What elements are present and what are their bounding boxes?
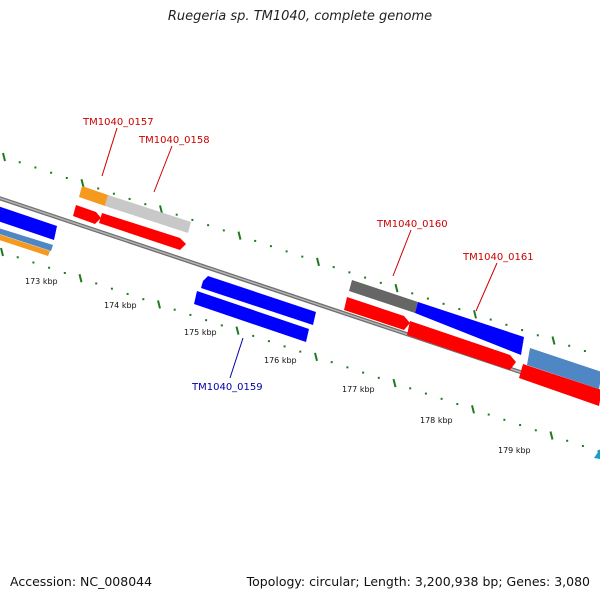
gene-feature-blue-tm1040-0161[interactable]	[415, 302, 524, 355]
gene-label-leaders	[101, 127, 498, 379]
gene-feature-red-tm1040-0160[interactable]	[344, 297, 410, 330]
reverse-strand-features	[0, 205, 600, 459]
scale-label: 178 kbp	[420, 416, 453, 425]
major-tick	[394, 283, 399, 293]
major-tick	[159, 205, 163, 214]
gene-feature-darkgray[interactable]	[349, 280, 418, 313]
tick-row-upper	[2, 152, 586, 353]
gene-feature-red-tm1040-0158[interactable]	[99, 213, 186, 250]
gene-feature-steel-right[interactable]	[527, 348, 600, 389]
major-tick	[473, 310, 477, 319]
genome-summary-text: Topology: circular; Length: 3,200,938 bp…	[246, 574, 590, 589]
scale-label: 174 kbp	[104, 301, 137, 310]
major-tick	[237, 231, 242, 240]
gene-feature-orange-left[interactable]	[0, 233, 50, 256]
gene-label-tm1040-0159[interactable]: TM1040_0159	[191, 382, 263, 393]
gene-feature-blue-tm1040-0159-top[interactable]	[201, 276, 316, 325]
accession-text: Accession: NC_008044	[10, 574, 153, 589]
gene-feature-blue-left[interactable]	[0, 205, 57, 240]
major-tick	[549, 431, 554, 440]
map-title: Ruegeria sp. TM1040, complete genome	[167, 9, 433, 24]
gene-label-tm1040-0158[interactable]: TM1040_0158	[138, 135, 210, 146]
scale-labels: 173 kbp 174 kbp 175 kbp 176 kbp 177 kbp …	[25, 277, 531, 455]
major-tick	[0, 247, 4, 257]
gene-feature-blue-tm1040-0159[interactable]	[194, 291, 309, 342]
gene-label-tm1040-0160[interactable]: TM1040_0160	[376, 219, 448, 230]
major-tick	[392, 378, 397, 388]
major-tick	[157, 300, 161, 309]
major-tick	[235, 326, 240, 335]
scale-label: 179 kbp	[498, 446, 531, 455]
gene-feature-red-right-1[interactable]	[407, 321, 516, 370]
major-tick	[78, 273, 83, 283]
scale-label: 177 kbp	[342, 385, 375, 394]
scale-label: 175 kbp	[184, 328, 217, 337]
major-tick	[551, 336, 556, 345]
gene-feature-red-right-2[interactable]	[519, 364, 600, 406]
gene-feature-lightgray[interactable]	[105, 195, 191, 233]
gene-feature-red-tm1040-0157[interactable]	[73, 205, 101, 224]
scale-label: 173 kbp	[25, 277, 58, 286]
major-tick	[471, 405, 475, 414]
genome-backbone	[0, 196, 600, 401]
gene-label-tm1040-0157[interactable]: TM1040_0157	[82, 117, 154, 128]
gene-feature-orange[interactable]	[79, 186, 108, 206]
major-tick	[80, 178, 85, 188]
forward-strand-features	[0, 186, 600, 389]
gene-feature-steel-left[interactable]	[0, 227, 53, 251]
tick-row-lower	[0, 247, 600, 453]
major-tick	[316, 257, 320, 267]
major-tick	[2, 152, 6, 162]
gene-label-tm1040-0161[interactable]: TM1040_0161	[462, 252, 534, 263]
gene-feature-cyan-right[interactable]	[594, 449, 600, 459]
major-tick	[314, 352, 318, 362]
scale-label: 176 kbp	[264, 356, 297, 365]
gene-labels: TM1040_0157 TM1040_0158 TM1040_0159 TM10…	[82, 117, 534, 393]
